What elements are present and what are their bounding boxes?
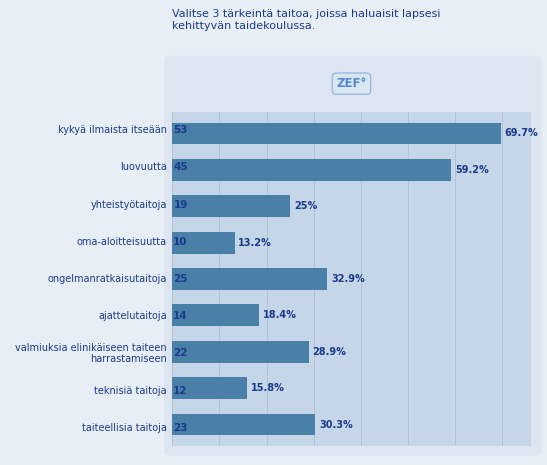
Text: oma-aloitteisuutta: oma-aloitteisuutta	[77, 237, 167, 247]
Text: yhteistyötaitoja: yhteistyötaitoja	[90, 199, 167, 210]
Text: 45: 45	[173, 162, 188, 173]
Text: 12: 12	[173, 385, 188, 396]
Bar	[172, 341, 309, 363]
Bar	[172, 159, 451, 181]
Text: Valitse 3 tärkeintä taitoa, joissa haluaisit lapsesi
kehittyvän taidekoulussa.: Valitse 3 tärkeintä taitoa, joissa halua…	[172, 9, 441, 31]
Bar	[172, 414, 315, 436]
Text: 28.9%: 28.9%	[312, 347, 346, 357]
Text: valmiuksia elinikäiseen taiteen
harrastamiseen: valmiuksia elinikäiseen taiteen harrasta…	[15, 343, 167, 364]
Text: teknisiä taitoja: teknisiä taitoja	[94, 385, 167, 396]
Text: 19: 19	[173, 199, 188, 210]
Text: 13.2%: 13.2%	[238, 238, 272, 247]
Bar	[172, 122, 501, 144]
Text: 53: 53	[173, 125, 188, 135]
Text: 23: 23	[173, 423, 188, 433]
Text: 15.8%: 15.8%	[251, 383, 284, 393]
Text: 25%: 25%	[294, 201, 317, 211]
Text: 59.2%: 59.2%	[455, 165, 489, 175]
Bar	[172, 377, 247, 399]
Text: ZEF°: ZEF°	[336, 77, 366, 90]
Text: 30.3%: 30.3%	[319, 419, 353, 430]
Text: 18.4%: 18.4%	[263, 311, 296, 320]
Text: taiteellisia taitoja: taiteellisia taitoja	[82, 423, 167, 433]
Text: 69.7%: 69.7%	[505, 128, 538, 139]
Bar	[172, 268, 328, 290]
Bar	[172, 305, 259, 326]
Bar	[172, 232, 235, 253]
Text: 10: 10	[173, 237, 188, 247]
Text: ajattelutaitoja: ajattelutaitoja	[98, 311, 167, 321]
Text: kykyä ilmaista itseään: kykyä ilmaista itseään	[58, 125, 167, 135]
Text: 32.9%: 32.9%	[331, 274, 365, 284]
Text: ongelmanratkaisutaitoja: ongelmanratkaisutaitoja	[48, 274, 167, 284]
Text: 25: 25	[173, 274, 188, 284]
Text: luovuutta: luovuutta	[120, 162, 167, 173]
Bar	[172, 195, 290, 217]
Text: 14: 14	[173, 311, 188, 321]
Text: 22: 22	[173, 348, 188, 359]
